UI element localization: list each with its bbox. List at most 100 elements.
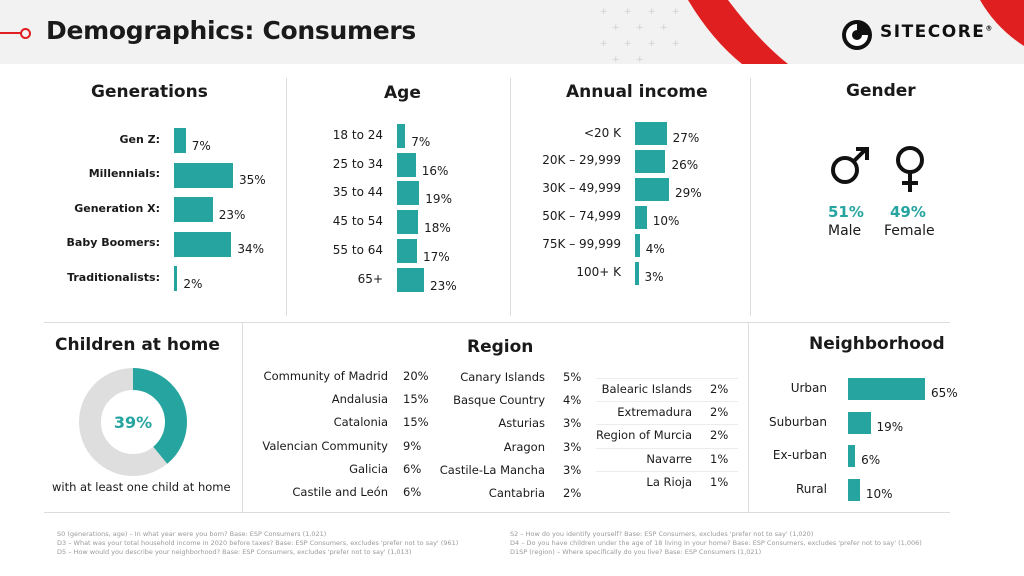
- data-label: 7%: [191, 138, 211, 153]
- category-label: Traditionalists:: [67, 270, 160, 284]
- footnotes-left: S0 (generations, age) – In what year wer…: [57, 530, 458, 557]
- red-arc-shape: [688, 0, 788, 64]
- divider: [286, 78, 287, 316]
- donut-center-label: 39%: [114, 413, 152, 432]
- category-label: 45 to 54: [332, 214, 383, 229]
- bar: [635, 205, 647, 229]
- region-name: Andalusia: [331, 392, 388, 407]
- data-label: 4%: [645, 242, 665, 257]
- children-title: Children at home: [55, 335, 220, 355]
- category-label: Urban: [790, 381, 827, 395]
- svg-text:+: +: [612, 23, 620, 33]
- red-corner-shape: [980, 0, 1024, 46]
- region-name: Canary Islands: [460, 370, 545, 384]
- data-label: 29%: [675, 186, 702, 201]
- category-label: Gen Z:: [119, 132, 160, 146]
- category-label: 55 to 64: [332, 242, 383, 257]
- category-label: 50K – 74,999: [542, 209, 621, 224]
- sitecore-logo-icon: [842, 20, 872, 50]
- children-caption: with at least one child at home: [52, 480, 231, 494]
- female-percent: 49%: [890, 203, 926, 221]
- region-name: Galicia: [349, 461, 388, 476]
- region-value: 1%: [710, 451, 729, 466]
- header-accent-line: [0, 32, 22, 34]
- bar: [174, 197, 213, 222]
- neighborhood-title: Neighborhood: [809, 334, 945, 354]
- bar: [397, 181, 420, 206]
- region-name: Navarre: [646, 451, 692, 466]
- svg-text:+: +: [672, 39, 680, 49]
- svg-text:+: +: [600, 7, 608, 17]
- category-label: 75K – 99,999: [542, 237, 621, 252]
- region-value: 2%: [710, 405, 729, 420]
- bar: [848, 378, 925, 400]
- footnote: S2 – How do you identify yourself? Base:…: [510, 530, 814, 538]
- male-percent: 51%: [828, 203, 864, 221]
- data-label: 7%: [411, 135, 431, 149]
- divider: [750, 78, 751, 316]
- age-title: Age: [384, 83, 421, 103]
- data-label: 26%: [671, 158, 699, 173]
- row-separator: [596, 470, 738, 472]
- data-label: 23%: [218, 207, 246, 222]
- footnote: D1SP (region) – Where specifically do yo…: [510, 548, 762, 556]
- region-value: 5%: [563, 370, 582, 384]
- bar: [174, 266, 178, 291]
- data-label: 35%: [239, 173, 266, 187]
- svg-text:+: +: [648, 39, 656, 49]
- footnote: D5 – How would you describe your neighbo…: [57, 548, 412, 556]
- region-name: Catalonia: [333, 415, 388, 430]
- region-name: Cantabria: [488, 486, 545, 500]
- region-value: 20%: [403, 369, 429, 383]
- region-value: 2%: [563, 486, 582, 500]
- region-name: Balearic Islands: [601, 382, 692, 396]
- bar: [848, 479, 860, 502]
- income-title: Annual income: [566, 82, 708, 102]
- svg-text:+: +: [660, 23, 668, 33]
- category-label: Generation X:: [74, 201, 160, 215]
- divider: [44, 512, 950, 513]
- row-separator: [596, 447, 738, 449]
- data-label: 3%: [644, 270, 664, 284]
- header-decoration: + + + + + + + + + + + + +: [600, 0, 1024, 64]
- generations-title: Generations: [91, 82, 208, 102]
- bar: [848, 445, 856, 468]
- region-name: Castile and León: [292, 485, 388, 499]
- male-symbol-icon: [831, 147, 869, 184]
- region-value: 15%: [403, 415, 429, 430]
- data-label: 10%: [652, 214, 680, 229]
- category-label: 35 to 44: [332, 185, 383, 200]
- row-separator: [596, 401, 738, 403]
- footnote: S0 (generations, age) – In what year wer…: [57, 530, 327, 538]
- bar: [397, 267, 424, 292]
- row-separator: [596, 424, 738, 426]
- category-label: 18 to 24: [332, 128, 383, 142]
- region-value: 2%: [710, 428, 729, 443]
- region-name: Region of Murcia: [595, 428, 692, 443]
- svg-text:+: +: [648, 7, 656, 17]
- region-value: 1%: [710, 474, 729, 489]
- region-value: 3%: [563, 462, 582, 477]
- children-donut: 39%: [79, 368, 187, 476]
- data-label: 2%: [183, 276, 203, 291]
- region-value: 2%: [710, 382, 729, 396]
- female-symbol-icon: [896, 146, 924, 192]
- footnote: D3 – What was your total household incom…: [57, 539, 459, 547]
- svg-text:+: +: [612, 55, 620, 64]
- bar: [174, 162, 233, 188]
- region-name: La Rioja: [646, 474, 692, 489]
- data-label: 65%: [931, 386, 958, 400]
- region-title: Region: [467, 337, 534, 357]
- category-label: Rural: [795, 482, 827, 497]
- region-value: 3%: [563, 439, 582, 454]
- category-label: 25 to 34: [332, 156, 383, 171]
- svg-text:+: +: [624, 39, 632, 49]
- bar: [635, 149, 666, 173]
- data-label: 34%: [237, 242, 264, 256]
- category-label: Suburban: [769, 414, 827, 429]
- region-value: 9%: [403, 438, 422, 453]
- bar: [635, 261, 639, 285]
- svg-text:+: +: [624, 7, 632, 17]
- data-label: 10%: [865, 487, 893, 502]
- region-name: Community of Madrid: [263, 369, 388, 383]
